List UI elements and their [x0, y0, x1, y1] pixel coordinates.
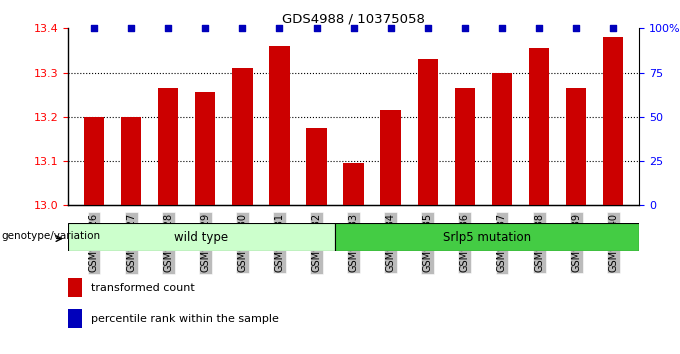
Text: transformed count: transformed count	[91, 282, 194, 293]
Bar	[269, 46, 290, 205]
Bar	[68, 278, 82, 297]
Point	[496, 25, 507, 31]
Title: GDS4988 / 10375058: GDS4988 / 10375058	[282, 13, 425, 26]
Point	[460, 25, 471, 31]
Bar	[68, 309, 82, 328]
Bar	[68, 223, 335, 251]
Bar	[84, 117, 104, 205]
Point	[422, 25, 433, 31]
Bar	[381, 110, 401, 205]
Bar	[455, 88, 475, 205]
Bar	[492, 73, 512, 205]
Bar	[232, 68, 252, 205]
Point	[237, 25, 248, 31]
Bar	[529, 48, 549, 205]
Point	[311, 25, 322, 31]
Bar	[121, 117, 141, 205]
Point	[348, 25, 359, 31]
Bar	[343, 163, 364, 205]
Text: wild type: wild type	[174, 231, 228, 244]
Point	[200, 25, 211, 31]
Point	[386, 25, 396, 31]
Point	[608, 25, 619, 31]
Bar	[335, 223, 639, 251]
Bar	[566, 88, 586, 205]
Bar	[306, 128, 326, 205]
Point	[126, 25, 137, 31]
Text: Srlp5 mutation: Srlp5 mutation	[443, 231, 531, 244]
Bar	[158, 88, 178, 205]
Bar	[195, 92, 216, 205]
Bar	[418, 59, 438, 205]
Point	[163, 25, 173, 31]
Point	[571, 25, 581, 31]
Text: percentile rank within the sample: percentile rank within the sample	[91, 314, 279, 324]
Point	[88, 25, 99, 31]
Point	[274, 25, 285, 31]
Bar	[603, 37, 624, 205]
Text: genotype/variation: genotype/variation	[1, 231, 101, 241]
Point	[534, 25, 545, 31]
